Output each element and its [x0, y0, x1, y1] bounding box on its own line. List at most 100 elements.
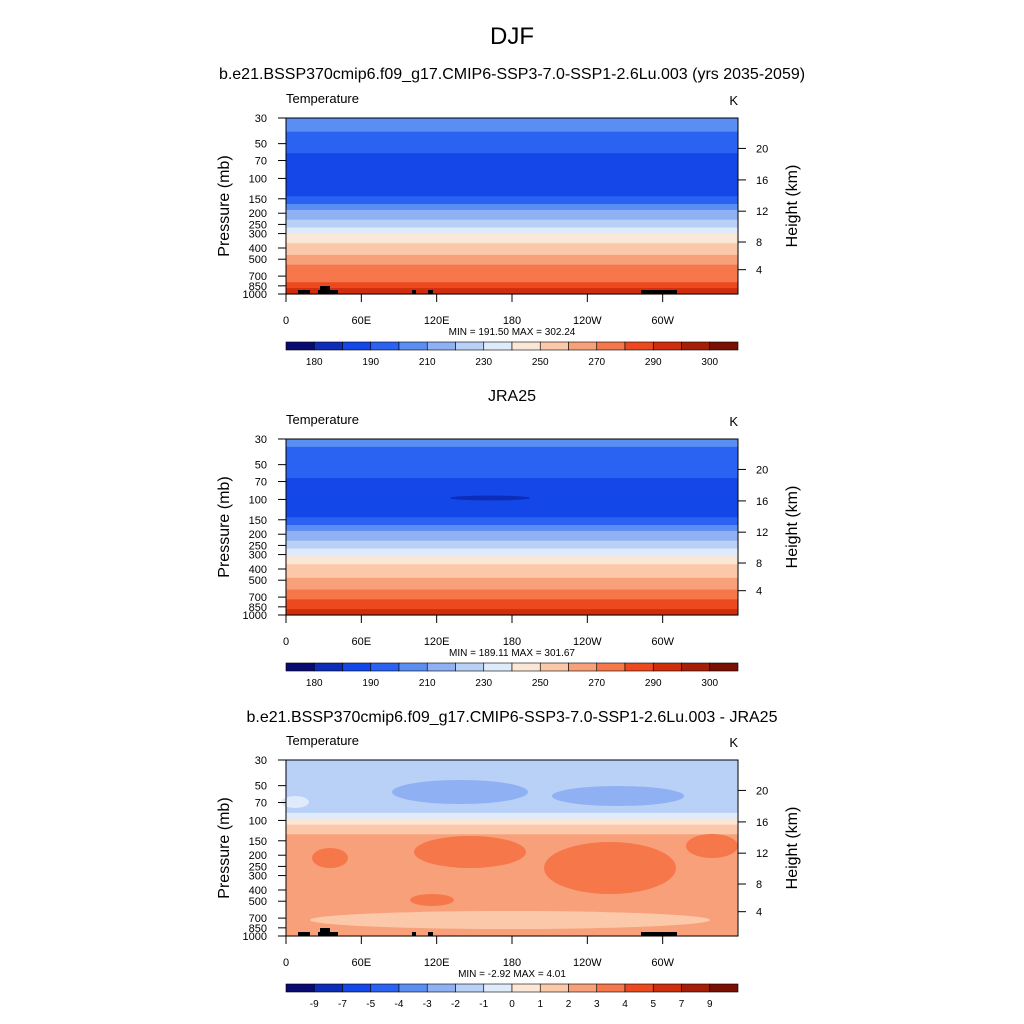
contour-band [286, 928, 738, 931]
contour-band [286, 215, 738, 219]
contour-band [286, 439, 738, 442]
contour-band [286, 198, 738, 201]
colorbar-label: 270 [588, 357, 605, 368]
x-tick-label: 120W [573, 636, 602, 648]
topography-mask [298, 290, 310, 294]
colorbar-label: -9 [310, 999, 319, 1010]
contour-band [286, 838, 738, 841]
contour-band [286, 505, 738, 509]
contour-band [286, 767, 738, 771]
contour-band [286, 511, 738, 514]
colorbar-swatch [596, 662, 626, 672]
contour-band [286, 258, 738, 262]
y-tick-label: 70 [255, 798, 267, 810]
colorbar-swatch [539, 983, 569, 993]
x-tick-label: 60E [352, 957, 372, 969]
contour-band [286, 211, 738, 215]
y-tick-label: 700 [249, 271, 267, 283]
y-tick-label: 100 [249, 815, 267, 827]
y-tick-label: 300 [249, 229, 267, 241]
colorbar-label: 190 [362, 678, 379, 689]
contour-band [286, 464, 738, 467]
contour-band [286, 550, 738, 554]
contour-band [286, 519, 738, 522]
colorbar-label: 300 [701, 357, 718, 368]
x-tick-label: 120W [573, 957, 602, 969]
colorbar-swatch [398, 662, 428, 672]
y-right-tick-label: 8 [756, 879, 762, 891]
panel-title: b.e21.BSSP370cmip6.f09_g17.CMIP6-SSP3-7.… [219, 66, 805, 83]
y-right-axis-label: Height (km) [784, 807, 801, 890]
y-tick-label: 100 [249, 173, 267, 185]
colorbar-label: 190 [362, 357, 379, 368]
contour-band [286, 597, 738, 600]
colorbar-label: 3 [594, 999, 600, 1010]
contour-band [286, 209, 738, 213]
colorbar-label: 4 [622, 999, 628, 1010]
variable-label: Temperature [286, 733, 359, 748]
contour-band [286, 527, 738, 530]
contour-band [286, 282, 738, 285]
contour-band [286, 170, 738, 174]
contour-band [286, 810, 738, 814]
contour-band [286, 448, 738, 452]
colorbar-swatch [483, 662, 513, 672]
contour-band [286, 164, 738, 168]
contour-band [286, 581, 738, 585]
colorbar-swatch [652, 341, 682, 351]
contour-band [286, 818, 738, 822]
contour-band [286, 930, 738, 933]
contour-band [286, 121, 738, 125]
colorbar-label: -3 [423, 999, 432, 1010]
contour-band [286, 123, 738, 127]
contour-band [286, 247, 738, 250]
contour-band [286, 575, 738, 579]
colorbar-swatch [624, 341, 654, 351]
colorbar-swatch [511, 983, 541, 993]
contour-band [286, 125, 738, 129]
contour-region [450, 495, 530, 501]
contour-region [312, 848, 348, 868]
contour-band [286, 119, 738, 123]
contour-band [286, 875, 738, 878]
contour-band [286, 182, 738, 186]
contour-band [286, 200, 738, 203]
contour-band [286, 172, 738, 176]
y-tick-label: 400 [249, 564, 267, 576]
x-tick-label: 120W [573, 315, 602, 327]
y-tick-label: 250 [249, 219, 267, 231]
x-tick-label: 60W [651, 315, 674, 327]
topography-mask [320, 286, 330, 294]
panel-1: b.e21.BSSP370cmip6.f09_g17.CMIP6-SSP3-7.… [216, 66, 805, 368]
contour-band [286, 530, 738, 534]
contour-band [286, 487, 738, 491]
contour-band [286, 159, 738, 162]
colorbar-swatch [313, 983, 343, 993]
x-tick-label: 120E [424, 636, 450, 648]
contour-band [286, 221, 738, 225]
contour-band [286, 458, 738, 462]
colorbar-swatch [285, 341, 315, 351]
contour-band [286, 133, 738, 137]
contour-band [286, 836, 738, 839]
colorbar-swatch [511, 341, 541, 351]
y-tick-label: 150 [249, 836, 267, 848]
contour-band [286, 462, 738, 466]
contour-band [286, 883, 738, 886]
colorbar-label: 290 [645, 357, 662, 368]
y-tick-label: 1000 [243, 289, 267, 301]
y-right-tick-label: 20 [756, 464, 768, 476]
contour-band [286, 485, 738, 489]
contour-band [286, 157, 738, 160]
colorbar-swatch [568, 341, 598, 351]
contour-band [286, 607, 738, 610]
y-tick-label: 300 [249, 871, 267, 883]
contour-band [286, 515, 738, 518]
contour-band [286, 223, 738, 227]
contour-band [286, 135, 738, 139]
contour-band [286, 235, 738, 238]
contour-band [286, 799, 738, 802]
y-right-tick-label: 16 [756, 817, 768, 829]
contour-band [286, 525, 738, 528]
